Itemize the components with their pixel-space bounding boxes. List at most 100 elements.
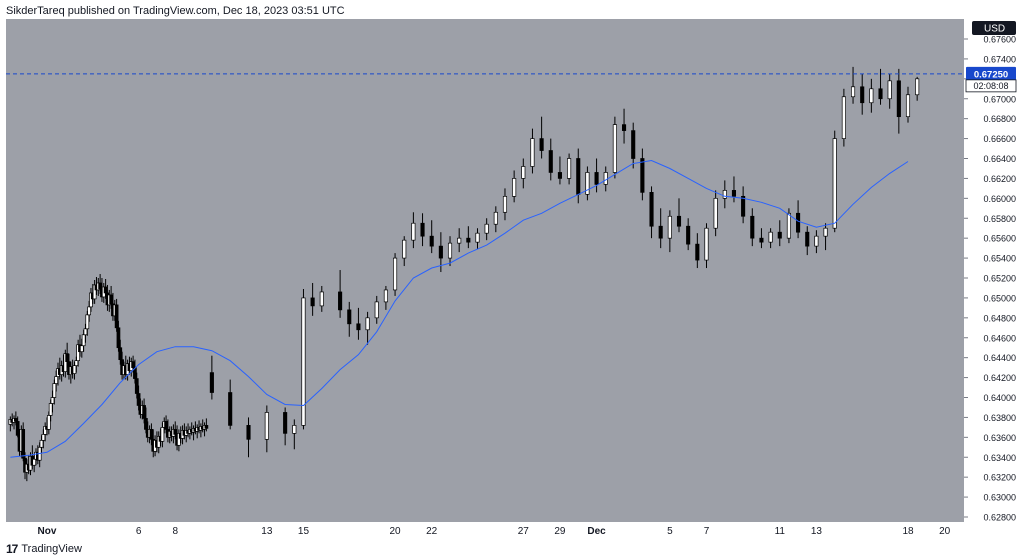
candle-body — [759, 237, 764, 243]
candle-body — [493, 211, 498, 225]
candle-body — [83, 328, 88, 336]
candle-body — [869, 88, 874, 104]
x-tick-label: Nov — [38, 526, 57, 537]
candle-body — [722, 190, 727, 199]
candle-body — [667, 215, 672, 239]
candle-body — [878, 88, 883, 100]
candle-body — [292, 425, 297, 434]
candle-body — [512, 178, 517, 197]
candle-body — [622, 124, 627, 131]
countdown-tag — [965, 79, 1017, 93]
current-price-value: 0.67250 — [974, 69, 1008, 80]
footer-brand-text: TradingView — [21, 543, 82, 555]
candle-body — [32, 458, 37, 466]
candle-body — [134, 378, 139, 394]
candle-body — [796, 212, 801, 233]
candle-body — [85, 314, 90, 330]
candle-body — [228, 392, 233, 426]
x-tick-label: 13 — [811, 526, 823, 537]
candle-body — [539, 138, 544, 151]
candle-body — [429, 235, 434, 247]
x-tick-label: 20 — [390, 526, 402, 537]
candle-body — [704, 227, 709, 261]
candle-body — [905, 94, 911, 118]
y-tick-label: 0.66200 — [983, 174, 1016, 184]
y-tick-label: 0.64400 — [983, 353, 1016, 363]
candle-body — [383, 289, 388, 303]
candle-body — [631, 130, 636, 159]
y-tick-label: 0.67000 — [983, 94, 1016, 104]
y-tick-label: 0.63600 — [983, 433, 1016, 443]
y-tick-label: 0.63000 — [983, 493, 1016, 503]
footer-brand: 17 TradingView — [6, 541, 82, 557]
candle-body — [21, 429, 26, 459]
candle-body — [438, 245, 443, 259]
publisher-header: SikderTareq published on TradingView.com… — [6, 5, 345, 17]
candle-body — [896, 80, 901, 118]
candle-body — [594, 172, 599, 185]
candle-body — [567, 158, 572, 179]
price-axis: 0.62800 0.63000 0.63200 0.63400 0.63600 0.638… — [964, 35, 1016, 523]
candle-body — [557, 172, 562, 179]
y-tick-label: 0.65000 — [983, 293, 1016, 303]
tradingview-logo-icon: 17 — [6, 542, 18, 556]
candle-body — [576, 158, 581, 195]
candle-body — [160, 427, 165, 442]
candle-body — [338, 291, 343, 311]
candle-body — [585, 172, 590, 195]
candle-body — [548, 150, 553, 173]
candle-body — [173, 429, 178, 435]
candle-body — [832, 138, 837, 229]
candle-body — [457, 237, 462, 244]
y-tick-label: 0.64000 — [983, 393, 1016, 403]
y-tick-label: 0.65800 — [983, 214, 1016, 224]
x-tick-label: 18 — [902, 526, 914, 537]
candle-body — [74, 360, 79, 366]
moving-average-line — [10, 159, 909, 458]
candle-body — [39, 439, 44, 448]
time-axis: Nov 6 8 13 15 20 22 27 29 Dec 5 7 11 13 18 20 — [38, 526, 951, 537]
candle-body — [365, 317, 370, 331]
y-tick-label: 0.65200 — [983, 274, 1016, 284]
candles-layer — [8, 66, 920, 482]
candle-body — [475, 232, 480, 243]
candle-body — [72, 365, 77, 374]
x-tick-label: 8 — [172, 526, 178, 537]
candle-body — [603, 172, 608, 185]
candle-body — [319, 291, 324, 307]
plot-area — [6, 19, 964, 522]
candle-body — [393, 257, 398, 291]
candle-body — [149, 429, 154, 440]
candle-body — [204, 425, 209, 429]
candle-body — [144, 418, 148, 430]
candle-body — [65, 353, 70, 362]
candle-body — [209, 372, 214, 393]
x-tick-label: 27 — [518, 526, 530, 537]
y-tick-label: 0.65400 — [983, 254, 1016, 264]
currency-badge[interactable] — [972, 21, 1016, 35]
x-tick-label: Dec — [587, 526, 606, 537]
currency-label[interactable]: USD — [984, 24, 1005, 35]
x-tick-label: 22 — [426, 526, 438, 537]
candle-body — [640, 158, 645, 193]
candle-body — [750, 215, 755, 239]
candle-body — [356, 323, 361, 331]
candle-body — [246, 425, 251, 440]
y-tick-label: 0.66000 — [983, 194, 1016, 204]
y-tick-label: 0.64600 — [983, 333, 1016, 343]
candle-body — [530, 138, 535, 167]
moving-average-layer — [10, 159, 909, 458]
candle-body — [109, 294, 113, 305]
candle-body — [103, 286, 108, 294]
x-tick-label: 13 — [261, 526, 273, 537]
candle-body — [768, 231, 773, 243]
candle-body — [915, 78, 920, 96]
candle-body — [136, 393, 141, 406]
x-tick-label: 11 — [775, 526, 786, 537]
x-tick-label: 15 — [298, 526, 310, 537]
candle-body — [814, 235, 819, 247]
candle-body — [786, 212, 791, 239]
candle-body — [87, 306, 91, 316]
y-tick-label: 0.63800 — [983, 413, 1016, 423]
